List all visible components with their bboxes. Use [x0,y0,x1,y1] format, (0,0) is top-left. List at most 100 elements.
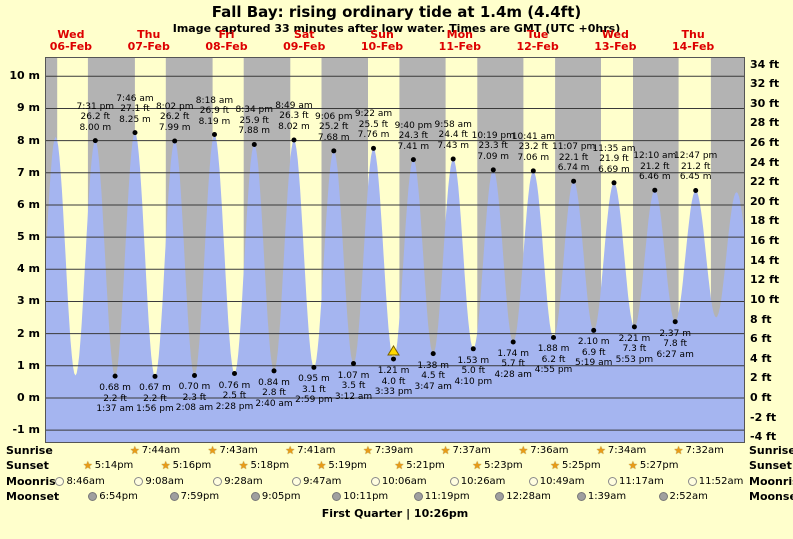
y-axis-label-ft: 28 ft [750,116,780,130]
moonset-icon [658,492,668,501]
high-tide-annotation: 9:58 am 24.4 ft 7.43 m [435,120,472,152]
day-label-line: Wed [57,28,85,41]
moonset-row-label: Moonset [6,490,60,503]
y-axis-label-ft: 18 ft [750,214,780,228]
day-label-line: 14-Feb [672,40,715,53]
day-label-line: 11-Feb [438,40,481,53]
moonrise-entry: 9:28am [213,475,263,488]
sunrise-time: 7:36am [530,445,569,456]
sunrise-time: 7:34am [607,445,647,456]
y-axis-label-ft: 14 ft [750,253,780,267]
y-axis-label-ft: 32 ft [750,77,780,91]
tide-annotation-line: 5:19 am [575,358,613,369]
tide-annotation-line: 7:46 am [116,93,154,104]
day-label-line: Sun [370,28,394,41]
y-axis-label-ft: -4 ft [750,430,777,444]
moonrise-icon [213,477,223,486]
tide-annotation-line: 2.5 ft [222,391,247,402]
page-title: Fall Bay: rising ordinary tide at 1.4m (… [211,3,582,21]
y-axis-label-ft: 34 ft [750,57,780,71]
tide-annotation-line: 2.37 m [659,328,691,339]
day-label: Thu 07-Feb [128,29,170,53]
sunset-icon: ★ [82,459,93,472]
tide-extreme-dot [631,324,637,330]
y-axis-label-m: 4 m [17,262,40,276]
tide-extreme-dot [510,339,516,345]
tide-annotation-line: 21.2 ft [640,161,670,172]
tide-annotations-layer: 7:31 pm 26.2 ft 8.00 m 0.68 m 2.2 ft 1:37 am 7… [45,57,745,443]
high-tide-annotation: 10:19 pm 23.3 ft 7.09 m [472,131,515,163]
plot-border [45,57,745,443]
high-tide-annotation: 7:31 pm 26.2 ft 8.00 m [77,102,115,134]
moonrise-icon [528,477,538,486]
tide-annotation-line: 4:28 am [494,369,532,380]
moonrise-icon [687,477,697,486]
tide-extreme-dot [212,132,217,137]
moonset-entry: 7:59pm [169,490,219,503]
sunrise-icon: ★ [440,444,451,457]
tide-extreme-dot [232,371,237,376]
moonset-time: 10:11pm [343,491,389,502]
tide-annotation-line: 7.09 m [477,151,510,162]
tide-annotation-line: 24.4 ft [438,130,468,141]
tide-annotation-line: 11:35 am [592,143,636,154]
high-tide-annotation: 11:07 pm 22.1 ft 6.74 m [552,142,595,174]
tide-annotation-line: 8.02 m [278,121,310,132]
tide-annotation-line: 7.88 m [238,126,271,137]
tide-annotation-line: 2:28 pm [215,401,254,412]
tide-annotation-line: 7.3 ft [622,344,647,355]
moonset-time: 1:39am [587,491,627,502]
tide-annotation-line: 7.68 m [317,132,350,143]
day-label: Fri 08-Feb [205,29,247,53]
y-axis-label-ft: 4 ft [750,351,772,365]
tide-annotation-line: 9:40 pm [394,120,433,131]
moonset-row-label: Moonset [749,490,793,503]
sunrise-icon: ★ [362,444,373,457]
high-tide-annotation: 10:41 am 23.2 ft 7.06 m [512,132,555,164]
moonset-icon [88,492,98,501]
tide-extreme-dot [530,168,536,174]
low-tide-annotation: 1.74 m 5.7 ft 4:28 am [495,349,532,381]
y-axis-label-ft: -2 ft [750,410,777,424]
tide-annotation-line: 2:08 am [175,403,214,414]
day-label: Wed 06-Feb [50,29,92,53]
sunset-icon: ★ [628,459,638,472]
sunset-row-label: Sunset [749,459,792,472]
day-label: Thu 14-Feb [672,29,714,53]
sunset-time: 5:23pm [484,460,523,471]
y-axis-label-m: 7 m [17,165,40,179]
moonrise-icon [370,477,380,486]
y-axis-label-m: 2 m [17,326,40,340]
moonset-entry: 2:52am [658,490,708,503]
tide-annotation-line: 8:34 pm [235,105,274,116]
sunrise-entry: ★ 7:34am [596,444,646,457]
current-tide-marker-icon [387,345,400,356]
tide-annotation-line: 27.1 ft [120,104,150,115]
tide-annotation-line: 2.3 ft [182,392,207,403]
moonrise-icon [55,477,65,486]
day-label: Wed 13-Feb [594,29,636,53]
y-axis-label-m: 3 m [17,294,40,308]
day-label-line: Sat [293,28,315,41]
tide-extreme-dot [693,188,699,193]
low-tide-annotation: 2.21 m 7.3 ft 5:53 pm [616,334,654,366]
day-label-line: 10-Feb [360,40,404,53]
tide-extreme-dot [192,373,197,378]
tide-annotation-line: 3:47 am [414,381,452,392]
sunset-time: 5:18pm [250,460,290,471]
tide-extreme-dot [331,148,337,154]
tide-annotation-line: 10:19 pm [471,130,515,141]
tide-annotation-line: 25.2 ft [319,122,349,133]
tide-annotation-line: 12:10 am [633,151,677,162]
y-axis-label-m: 6 m [17,197,40,211]
tide-annotation-line: 1.07 m [337,370,370,381]
moonrise-entry: 10:26am [449,475,505,488]
tide-annotation-line: 1.53 m [457,355,490,366]
tide-extreme-dot [271,368,277,374]
tide-annotation-line: 2.8 ft [262,388,286,399]
tide-annotation-line: 25.9 ft [239,115,269,126]
sunset-entry: ★ 5:21pm [394,459,444,472]
tide-extreme-dot [672,319,678,325]
tide-annotation-line: 6.69 m [598,164,630,175]
tide-annotation-line: 9:58 am [434,119,472,130]
